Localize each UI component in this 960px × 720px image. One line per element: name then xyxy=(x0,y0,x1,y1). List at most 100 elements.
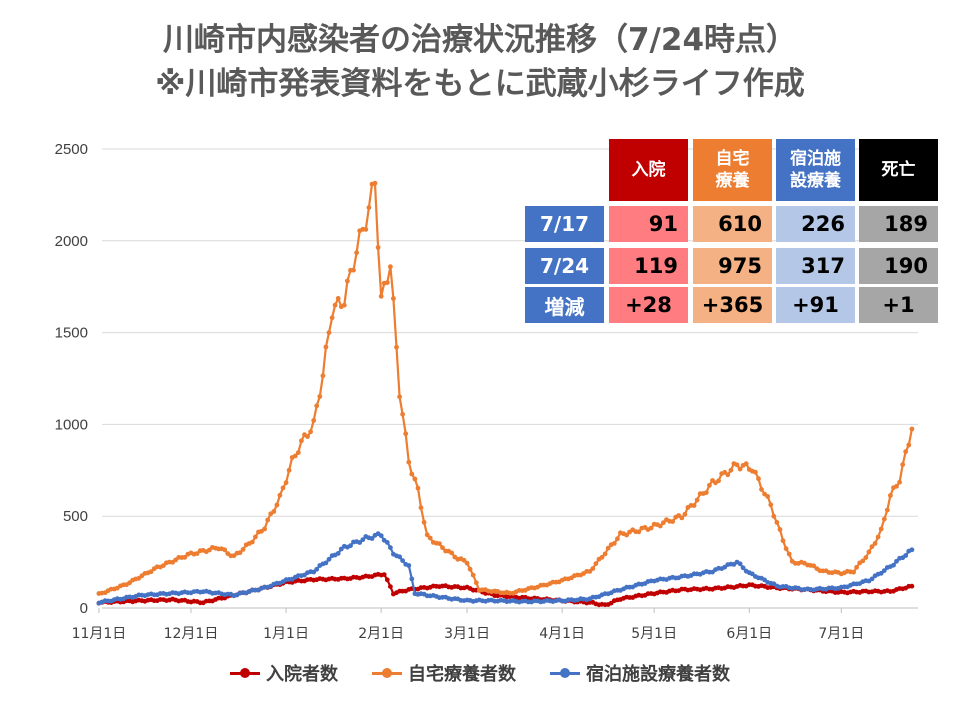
x-tick-label: 12月1日 xyxy=(164,626,219,642)
series-hospitalized-point xyxy=(388,584,393,589)
series-hotel-care-point xyxy=(737,561,743,567)
series-hospitalized-point xyxy=(381,572,387,577)
table-cell: 975 xyxy=(693,248,772,284)
x-tick-label: 11月1日 xyxy=(72,626,127,642)
series-home-care-point xyxy=(728,467,734,473)
series-hotel-care-point xyxy=(357,540,363,545)
x-tick-label: 1月1日 xyxy=(263,626,309,642)
table-cell: 190 xyxy=(859,248,938,284)
x-tick-label: 7月1日 xyxy=(818,626,864,642)
series-home-care-point xyxy=(412,476,418,482)
series-home-care-point xyxy=(670,519,675,524)
series-home-care-point xyxy=(691,503,697,508)
series-home-care-point xyxy=(753,469,758,475)
series-home-care-point xyxy=(391,296,396,301)
table-header: 死亡 xyxy=(859,139,938,201)
series-home-care-point xyxy=(437,541,442,546)
series-home-care-point xyxy=(161,563,166,568)
series-home-care-point xyxy=(470,572,476,578)
series-home-care-point xyxy=(388,264,393,270)
series-home-care-point xyxy=(182,554,188,560)
legend-swatch-hospitalized xyxy=(230,666,260,680)
series-home-care-point xyxy=(409,471,415,477)
series-home-care-point xyxy=(311,418,317,423)
chart-subtitle: ※川崎市発表資料をもとに武蔵小杉ライフ作成 xyxy=(155,66,805,102)
legend-item-home-care: 自宅療養者数 xyxy=(372,660,516,686)
series-hotel-care-point xyxy=(323,560,329,566)
series-home-care-point xyxy=(326,330,332,335)
series-home-care-point xyxy=(345,278,350,284)
series-home-care-point xyxy=(734,462,740,468)
series-home-care-point xyxy=(694,497,700,503)
series-home-care-point xyxy=(473,580,479,586)
x-tick-label: 4月1日 xyxy=(539,626,585,642)
series-home-care-point xyxy=(759,487,764,492)
series-hotel-care-point xyxy=(878,570,884,576)
series-home-care-point xyxy=(237,550,243,556)
series-home-care-point xyxy=(335,296,341,301)
series-hotel-care-point xyxy=(903,553,909,558)
series-home-care-point xyxy=(286,467,292,473)
series-home-care-point xyxy=(277,492,283,498)
series-home-care-point xyxy=(400,411,405,417)
y-tick-label: 1500 xyxy=(55,325,88,342)
series-home-care-point xyxy=(716,478,721,484)
series-home-care-point xyxy=(605,545,611,551)
series-home-care-point xyxy=(354,250,359,256)
legend-item-hospitalized: 入院者数 xyxy=(230,660,338,686)
series-home-care-point xyxy=(774,520,780,525)
series-home-care-point xyxy=(636,529,642,535)
y-tick-label: 2500 xyxy=(55,141,88,158)
legend-label-hospitalized: 入院者数 xyxy=(266,664,338,685)
series-home-care-point xyxy=(314,403,320,409)
series-home-care-point xyxy=(341,302,347,308)
series-home-care-point xyxy=(786,551,792,557)
table-cell: +365 xyxy=(693,287,772,323)
series-home-care-point xyxy=(418,505,424,511)
series-home-care-point xyxy=(725,472,731,478)
legend-label-home-care: 自宅療養者数 xyxy=(408,664,516,685)
series-home-care-point xyxy=(397,394,402,400)
y-tick-label: 500 xyxy=(63,508,88,525)
series-home-care-point xyxy=(440,545,445,551)
series-hospitalized-point xyxy=(909,583,915,589)
series-home-care-point xyxy=(363,227,369,232)
series-home-care-point xyxy=(194,551,200,556)
series-home-care-point xyxy=(424,532,430,538)
series-home-care-point xyxy=(283,480,289,486)
series-hotel-care-point xyxy=(881,568,887,573)
series-home-care-point xyxy=(366,205,372,211)
series-hotel-care-point xyxy=(360,537,366,543)
x-tick-label: 3月1日 xyxy=(444,626,490,642)
series-home-care-point xyxy=(851,569,856,575)
series-home-care-point xyxy=(590,566,596,571)
series-home-care-point xyxy=(771,513,777,519)
series-home-care-point xyxy=(467,566,473,572)
series-home-care-point xyxy=(222,547,228,553)
x-tick-label: 6月1日 xyxy=(726,626,772,642)
table-header: 宿泊施 設療養 xyxy=(776,139,855,201)
series-hotel-care-point xyxy=(388,545,393,550)
series-hotel-care-point xyxy=(894,558,899,564)
series-home-care-point xyxy=(900,462,906,467)
series-home-care-point xyxy=(768,502,774,508)
series-hotel-care-point xyxy=(335,551,341,556)
legend-label-hotel-care: 宿泊施設療養者数 xyxy=(586,664,730,685)
series-home-care-point xyxy=(854,564,859,570)
series-home-care-point xyxy=(593,561,599,566)
table-cell: +1 xyxy=(859,287,938,323)
series-home-care-point xyxy=(909,426,915,432)
series-home-care-point xyxy=(240,547,246,552)
series-home-care-point xyxy=(308,429,313,435)
series-home-care-point xyxy=(657,523,663,529)
series-home-care-point xyxy=(403,431,409,437)
table-cell: 610 xyxy=(693,206,772,242)
series-home-care-point xyxy=(148,569,154,575)
series-home-care-point xyxy=(783,546,789,552)
series-home-care-point xyxy=(881,516,887,522)
series-home-care-point xyxy=(682,511,688,517)
series-home-care-point xyxy=(903,449,909,454)
series-home-care-point xyxy=(875,534,881,540)
table-row-label: 7/24 xyxy=(525,248,604,284)
series-home-care-point xyxy=(869,544,875,549)
